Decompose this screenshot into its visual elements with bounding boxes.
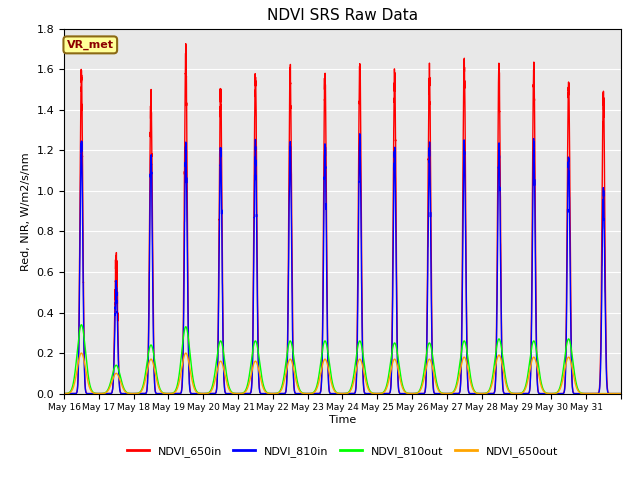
NDVI_650in <box>262 391 269 396</box>
Legend: NDVI_650in, NDVI_810in, NDVI_810out, NDVI_650out: NDVI_650in, NDVI_810in, NDVI_810out, NDV… <box>122 441 563 461</box>
NDVI_810in <box>262 391 269 396</box>
Title: NDVI SRS Raw Data: NDVI SRS Raw Data <box>267 9 418 24</box>
X-axis label: Time: Time <box>329 415 356 425</box>
Line: NDVI_810in: NDVI_810in <box>64 134 621 394</box>
NDVI_810in <box>473 391 481 396</box>
NDVI_810out <box>390 342 397 348</box>
NDVI_650out <box>262 389 269 395</box>
NDVI_650in <box>390 145 397 151</box>
NDVI_650in <box>503 391 511 396</box>
NDVI_810in <box>414 391 422 396</box>
Line: NDVI_650in: NDVI_650in <box>64 44 621 394</box>
Line: NDVI_650out: NDVI_650out <box>64 353 621 394</box>
NDVI_810in <box>60 391 68 396</box>
NDVI_650out <box>390 358 397 363</box>
NDVI_650in <box>617 391 625 396</box>
NDVI_810out <box>582 391 590 396</box>
Text: VR_met: VR_met <box>67 40 114 50</box>
NDVI_810in <box>503 391 511 396</box>
NDVI_650in <box>88 391 96 396</box>
NDVI_810out <box>473 390 481 396</box>
NDVI_650out <box>414 390 422 396</box>
NDVI_650out <box>60 391 68 396</box>
NDVI_810out <box>262 388 269 394</box>
NDVI_810out <box>503 380 511 386</box>
NDVI_810out <box>617 391 625 396</box>
NDVI_650out <box>582 391 590 396</box>
NDVI_810out <box>60 391 68 396</box>
NDVI_650out <box>617 391 625 396</box>
NDVI_810out <box>88 388 96 394</box>
NDVI_810in <box>356 131 364 137</box>
NDVI_810out <box>77 322 85 327</box>
NDVI_810in <box>88 391 96 396</box>
NDVI_650out <box>88 389 96 395</box>
NDVI_650out <box>473 390 481 396</box>
Line: NDVI_810out: NDVI_810out <box>64 324 621 394</box>
NDVI_650in <box>414 391 422 396</box>
NDVI_650in <box>182 41 189 47</box>
Y-axis label: Red, NIR, W/m2/s/nm: Red, NIR, W/m2/s/nm <box>21 152 31 271</box>
NDVI_810in <box>617 391 625 396</box>
NDVI_650out <box>503 383 511 389</box>
NDVI_650out <box>77 350 85 356</box>
NDVI_810in <box>130 391 138 396</box>
NDVI_650in <box>60 391 68 396</box>
NDVI_650in <box>473 391 481 396</box>
NDVI_650in <box>130 391 138 396</box>
NDVI_810in <box>390 209 397 215</box>
NDVI_810out <box>414 390 422 396</box>
